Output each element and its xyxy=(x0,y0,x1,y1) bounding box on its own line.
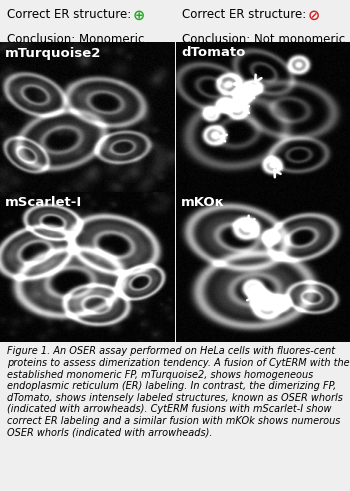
Text: Conclusion: Monomeric: Conclusion: Monomeric xyxy=(7,33,144,46)
Text: mKOκ: mKOκ xyxy=(181,196,225,210)
Text: Correct ER structure:: Correct ER structure: xyxy=(7,7,135,21)
Text: Figure 1. An OSER assay performed on HeLa cells with fluores-cent proteins to as: Figure 1. An OSER assay performed on HeL… xyxy=(7,347,350,437)
Text: ⊕: ⊕ xyxy=(133,7,145,23)
Text: Correct ER structure:: Correct ER structure: xyxy=(182,7,310,21)
Text: mScarlet-I: mScarlet-I xyxy=(5,196,83,210)
Text: ⊘: ⊘ xyxy=(308,7,320,23)
Text: mTurquoise2: mTurquoise2 xyxy=(5,47,101,59)
Text: dTomato: dTomato xyxy=(181,47,245,59)
Text: Conclusion: Not monomeric: Conclusion: Not monomeric xyxy=(182,33,345,46)
